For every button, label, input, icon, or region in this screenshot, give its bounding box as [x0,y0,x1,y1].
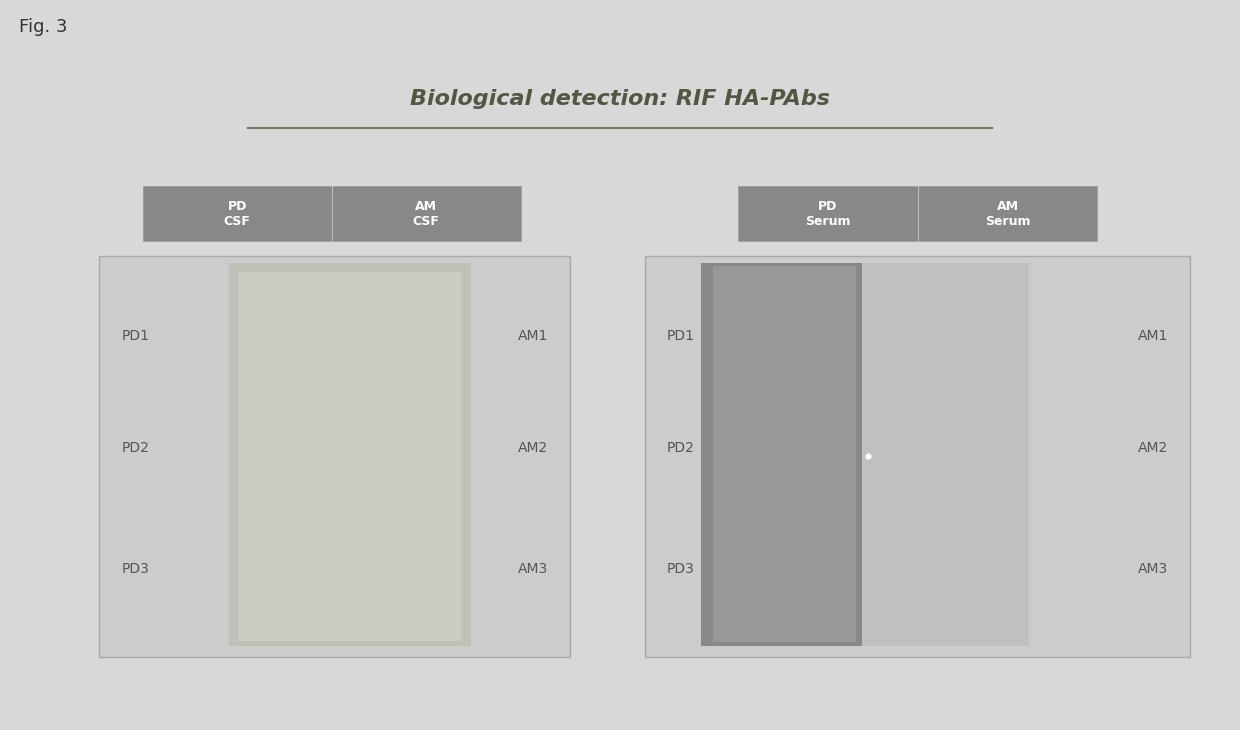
Text: PD2: PD2 [667,441,694,456]
FancyBboxPatch shape [645,255,1190,657]
FancyBboxPatch shape [99,255,570,657]
Text: PD1: PD1 [122,328,150,343]
FancyBboxPatch shape [229,263,471,646]
FancyBboxPatch shape [862,263,1029,646]
Text: PD3: PD3 [667,561,694,576]
Text: PD1: PD1 [667,328,696,343]
Text: AM
Serum: AM Serum [985,199,1030,228]
Text: AM3: AM3 [518,561,548,576]
FancyBboxPatch shape [713,266,856,642]
FancyBboxPatch shape [238,272,461,641]
FancyBboxPatch shape [738,186,1097,241]
FancyBboxPatch shape [701,263,862,646]
Text: AM1: AM1 [1138,328,1168,343]
Text: AM2: AM2 [518,441,548,456]
Text: PD
CSF: PD CSF [223,199,250,228]
Text: AM1: AM1 [518,328,548,343]
Text: PD2: PD2 [122,441,149,456]
Text: Fig. 3: Fig. 3 [19,18,67,36]
FancyBboxPatch shape [143,186,521,241]
Text: AM2: AM2 [1138,441,1168,456]
Text: AM3: AM3 [1138,561,1168,576]
Text: Biological detection: RIF HA-PAbs: Biological detection: RIF HA-PAbs [410,88,830,109]
Text: PD3: PD3 [122,561,149,576]
Text: AM
CSF: AM CSF [413,199,440,228]
Text: PD
Serum: PD Serum [805,199,851,228]
